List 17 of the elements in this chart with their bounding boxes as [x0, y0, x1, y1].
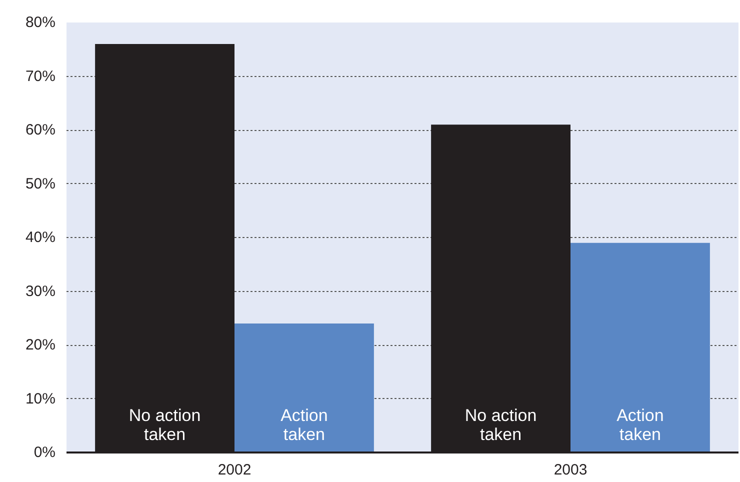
y-tick-label: 30%: [25, 282, 56, 300]
y-tick-label: 80%: [25, 14, 56, 31]
y-tick-label: 10%: [25, 390, 56, 408]
text: Action taken: [616, 406, 664, 444]
y-tick-label: 70%: [25, 68, 56, 85]
x-tick-label: 2003: [554, 462, 588, 478]
series-label: No action taken: [128, 406, 201, 444]
text: No action taken: [464, 406, 537, 444]
series-label: Action taken: [280, 406, 328, 444]
y-tick-label: 20%: [25, 336, 56, 354]
y-tick-label: 0%: [34, 444, 56, 461]
y-tick-label: 40%: [25, 229, 56, 246]
bar: [570, 242, 710, 452]
y-tick-label: 60%: [25, 122, 56, 138]
y-tick-label: 50%: [25, 175, 56, 192]
bar: [234, 324, 374, 452]
x-tick-label: 2002: [218, 462, 252, 478]
